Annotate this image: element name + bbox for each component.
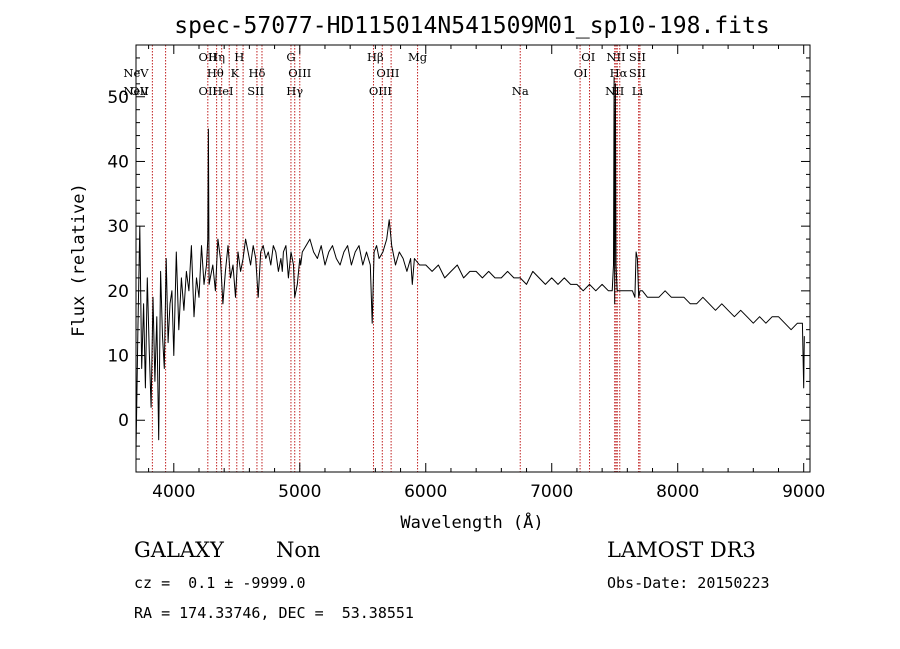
spectral-line-label: OI: [574, 66, 588, 80]
obs-date-readout: Obs-Date: 20150223: [607, 574, 770, 592]
spectral-line-label: NII: [606, 50, 625, 64]
spectral-line-label: SII: [247, 84, 264, 98]
x-tick-label: 4000: [152, 482, 195, 502]
spectral-line-label: OII: [130, 84, 149, 98]
y-axis-label: Flux (relative): [69, 183, 89, 337]
spectral-line-label: Hη: [208, 50, 225, 64]
x-tick-label: 7000: [530, 482, 573, 502]
spectral-line-label: NII: [605, 84, 624, 98]
spectral-line-label: Hδ: [248, 66, 265, 80]
y-tick-label: 10: [107, 347, 129, 367]
spectral-line-label: OII: [199, 84, 218, 98]
y-tick-label: 20: [107, 282, 129, 302]
x-axis-label: Wavelength (Å): [400, 511, 543, 533]
spectral-line-label: Hγ: [286, 84, 303, 98]
emission-line-markers: [151, 45, 641, 472]
x-tick-label: 9000: [782, 482, 825, 502]
subclass-label: Non: [276, 538, 321, 562]
y-axis-ticks: 0 10 20 30 40 50: [107, 44, 810, 473]
spectral-line-label: Mg: [408, 50, 428, 64]
y-tick-label: 50: [107, 88, 129, 108]
spectral-line-label: Hβ: [367, 50, 384, 64]
spectral-line-label: Li: [632, 84, 644, 98]
survey-label: LAMOST DR3: [607, 538, 756, 562]
spectral-line-label: K: [231, 66, 240, 80]
spectral-line-label: Hα: [610, 66, 628, 80]
spectral-line-label: OIII: [376, 66, 399, 80]
spectral-line-label: OII: [199, 50, 218, 64]
spectral-line-label: SII: [629, 50, 646, 64]
spectrum-trace: [135, 76, 805, 453]
x-axis-ticks: 4000 5000 6000 7000 8000 9000: [148, 45, 825, 502]
coordinates-readout: RA = 174.33746, DEC = 53.38551: [134, 604, 414, 622]
plot-frame: [135, 44, 811, 473]
spectral-line-label: Hθ: [207, 66, 224, 80]
y-tick-label: 40: [107, 152, 129, 172]
spectral-line-label: Na: [512, 84, 529, 98]
x-tick-label: 5000: [278, 482, 321, 502]
spectral-line-label: OI: [581, 50, 595, 64]
y-tick-label: 30: [107, 217, 129, 237]
spectral-line-label: G: [286, 50, 295, 64]
spectrum-line: [135, 76, 805, 453]
spectral-line-label: H: [234, 50, 244, 64]
y-tick-label: 0: [118, 411, 129, 431]
chart-title: spec-57077-HD115014N541509M01_sp10-198.f…: [174, 13, 769, 39]
classification-label: GALAXY: [134, 538, 224, 562]
spectral-line-label: SII: [629, 66, 646, 80]
x-tick-label: 6000: [404, 482, 447, 502]
spectral-line-label: HeI: [212, 84, 233, 98]
spectral-line-label: OIII: [369, 84, 392, 98]
redshift-readout: cz = 0.1 ± -9999.0: [134, 574, 306, 592]
spectral-line-label: OIII: [288, 66, 311, 80]
x-tick-label: 8000: [656, 482, 699, 502]
